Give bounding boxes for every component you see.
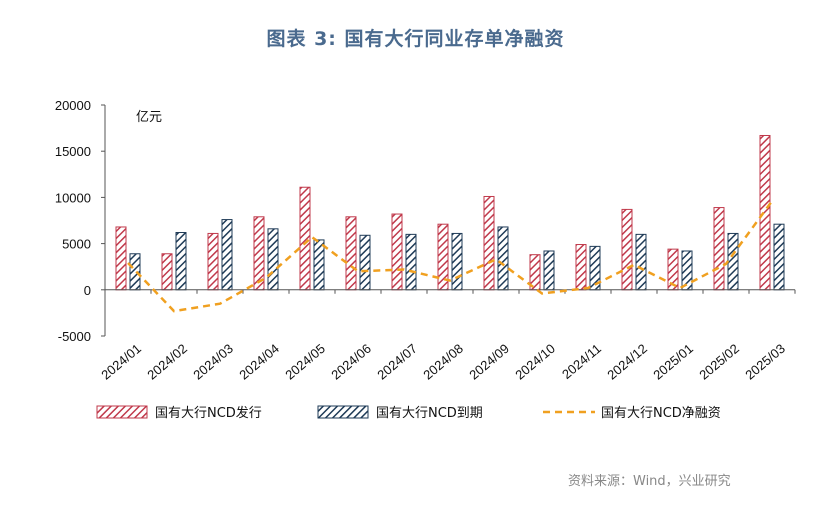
x-tick-label: 2024/03 bbox=[190, 341, 236, 383]
bar-issuance bbox=[207, 232, 219, 291]
x-tick-label: 2024/07 bbox=[374, 341, 420, 383]
bars bbox=[115, 134, 785, 291]
x-axis: 2024/01 2024/02 2024/03 2024/04 2024/05 2024/… bbox=[98, 289, 796, 383]
source-note: 资料来源：Wind，兴业研究 bbox=[568, 474, 731, 489]
bar-maturity bbox=[635, 233, 647, 291]
x-tick-label: 2024/06 bbox=[328, 341, 374, 383]
unit-label: 亿元 bbox=[136, 110, 162, 125]
bar-issuance bbox=[713, 207, 725, 291]
bar-issuance bbox=[345, 216, 357, 291]
x-tick-label: 2025/03 bbox=[742, 341, 788, 383]
legend-swatch-issuance bbox=[96, 405, 148, 419]
bar-maturity bbox=[313, 239, 325, 291]
bar-maturity bbox=[681, 250, 693, 291]
x-tick-label: 2024/02 bbox=[144, 341, 190, 383]
bar-issuance bbox=[575, 244, 587, 291]
net-financing-line bbox=[127, 200, 774, 313]
chart-title: 图表 3: 国有大行同业存单净融资 bbox=[266, 28, 565, 50]
bar-issuance bbox=[483, 195, 495, 291]
y-tick-label: 0 bbox=[84, 283, 91, 298]
y-tick-label: 10000 bbox=[55, 190, 91, 205]
legend: 国有大行NCD发行 国有大行NCD到期 国有大行NCD净融资 bbox=[96, 405, 721, 421]
legend-swatch-maturity bbox=[317, 405, 369, 419]
x-tick-label: 2024/12 bbox=[604, 341, 650, 383]
legend-label: 国有大行NCD净融资 bbox=[601, 406, 721, 421]
bar-maturity bbox=[405, 233, 417, 291]
x-tick-label: 2024/05 bbox=[282, 341, 328, 383]
x-tick-label: 2024/01 bbox=[98, 341, 144, 383]
bar-issuance bbox=[391, 213, 403, 291]
bar-issuance bbox=[161, 253, 173, 291]
legend-label: 国有大行NCD发行 bbox=[155, 405, 262, 421]
x-tick-label: 2025/01 bbox=[650, 341, 696, 383]
y-axis: -5000 0 5000 10000 15000 20000 bbox=[55, 98, 106, 344]
bar-maturity bbox=[175, 232, 187, 291]
y-tick-label: 20000 bbox=[55, 98, 91, 113]
bar-issuance bbox=[621, 208, 633, 291]
bar-maturity bbox=[221, 219, 233, 291]
y-tick-label: -5000 bbox=[58, 329, 91, 344]
bar-issuance bbox=[115, 226, 127, 291]
x-tick-label: 2024/09 bbox=[466, 341, 512, 383]
bar-maturity bbox=[727, 232, 739, 291]
bar-maturity bbox=[267, 228, 279, 291]
x-tick-label: 2025/02 bbox=[696, 341, 742, 383]
bar-maturity bbox=[543, 250, 555, 291]
bar-maturity bbox=[359, 234, 371, 291]
bar-maturity bbox=[129, 253, 141, 291]
bar-maturity bbox=[451, 232, 463, 291]
bar-issuance bbox=[299, 186, 311, 291]
series-line-net-financing bbox=[127, 200, 774, 313]
bar-maturity bbox=[773, 223, 785, 291]
bar-issuance bbox=[759, 134, 771, 291]
x-tick-label: 2024/11 bbox=[559, 341, 604, 382]
y-tick-label: 5000 bbox=[62, 237, 91, 252]
x-tick-label: 2024/04 bbox=[236, 341, 282, 383]
legend-label: 国有大行NCD到期 bbox=[376, 406, 483, 421]
y-tick-label: 15000 bbox=[55, 144, 91, 159]
bar-maturity bbox=[497, 226, 509, 291]
x-tick-label: 2024/08 bbox=[420, 341, 466, 383]
x-tick-label: 2024/10 bbox=[512, 341, 558, 383]
